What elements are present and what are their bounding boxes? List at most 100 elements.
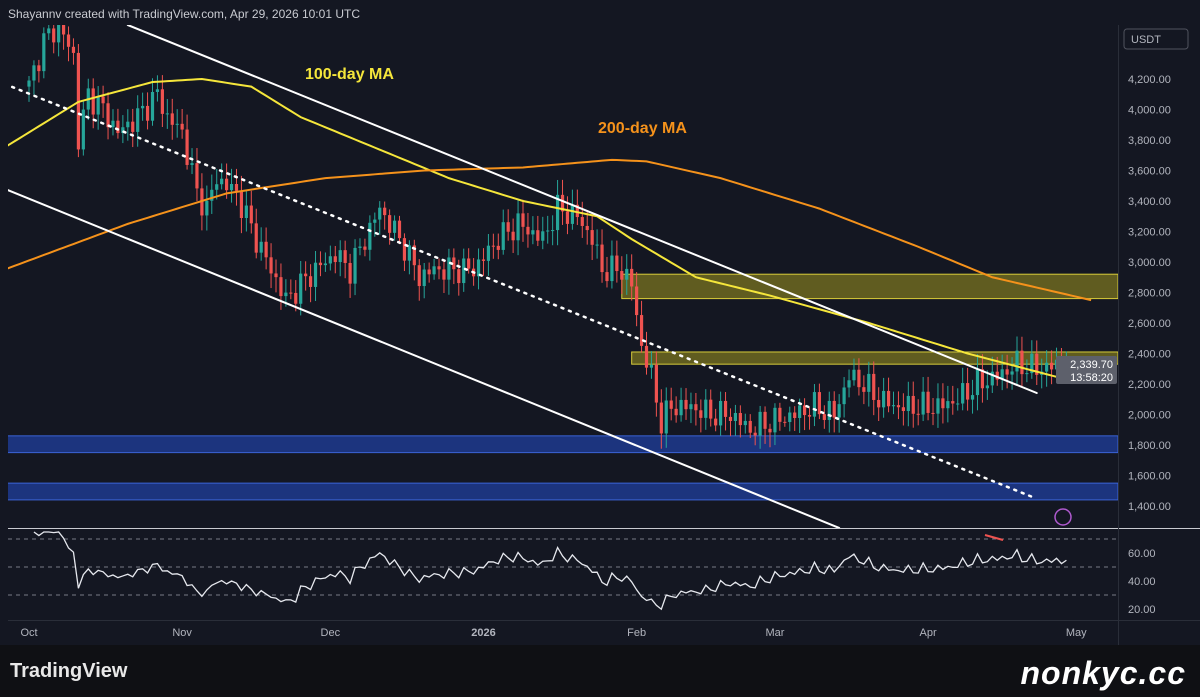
ma100-label: 100-day MA xyxy=(305,66,394,83)
candle-body xyxy=(980,369,985,389)
rsi-tick-label: 40.00 xyxy=(1128,576,1156,588)
price-tick-label: 3,600.00 xyxy=(1128,166,1171,178)
candle-body xyxy=(284,292,288,297)
candle-body xyxy=(397,220,402,239)
candle-body xyxy=(975,369,980,396)
candle-body xyxy=(798,405,802,418)
candle-body xyxy=(1000,369,1004,380)
candle-body xyxy=(185,129,189,165)
last-price: 2,339.70 xyxy=(1070,359,1113,371)
candle-body xyxy=(333,256,337,263)
candle-body xyxy=(279,277,283,297)
candle-body xyxy=(264,241,268,258)
candle-body xyxy=(837,404,841,418)
candle-body xyxy=(560,194,565,212)
price-tick-label: 2,400.00 xyxy=(1128,349,1171,361)
candle-body xyxy=(61,25,66,35)
candle-body xyxy=(71,46,76,53)
candle-body xyxy=(946,401,950,409)
candle-body xyxy=(294,292,298,304)
candle-body xyxy=(447,257,451,280)
candle-body xyxy=(521,213,525,227)
candle-body xyxy=(254,223,258,253)
candle-body xyxy=(1020,350,1024,375)
candle-body xyxy=(368,222,372,250)
price-pane: 100-day MA 200-day MA xyxy=(8,25,1118,528)
candle-body xyxy=(136,108,140,132)
candle-body xyxy=(812,392,817,417)
candle-body xyxy=(318,262,323,266)
candle-body xyxy=(205,200,209,216)
candle-body xyxy=(906,395,910,412)
candle-body xyxy=(768,428,772,433)
candle-body xyxy=(575,204,579,218)
candle-body xyxy=(215,184,219,190)
candle-body xyxy=(723,400,728,417)
candle-body xyxy=(783,421,787,423)
candle-body xyxy=(190,163,194,165)
candle-body xyxy=(595,244,599,246)
candle-body xyxy=(916,413,920,415)
candle-body xyxy=(635,286,639,316)
candle-body xyxy=(27,80,31,87)
rsi-tick-label: 60.00 xyxy=(1128,548,1156,560)
candle-body xyxy=(684,399,688,410)
candle-body xyxy=(541,231,545,241)
candle-body xyxy=(1049,362,1054,370)
channel-mid xyxy=(10,85,1037,500)
time-tick-label: Nov xyxy=(172,627,192,639)
candle-body xyxy=(625,268,629,280)
candle-body xyxy=(689,404,693,410)
candle-body xyxy=(995,371,999,380)
candle-body xyxy=(1015,350,1019,372)
candle-body xyxy=(985,385,989,389)
candle-body xyxy=(1005,369,1009,375)
candle-body xyxy=(728,416,733,421)
candle-body xyxy=(600,244,604,273)
channel-lower xyxy=(8,189,841,528)
candle-body xyxy=(882,390,886,408)
candle-body xyxy=(308,276,313,287)
candle-body xyxy=(111,120,115,128)
rsi-tick-label: 20.00 xyxy=(1128,604,1156,616)
candle-body xyxy=(867,373,871,392)
candle-body xyxy=(249,205,253,224)
candle-body xyxy=(467,258,471,269)
candle-body xyxy=(392,220,397,233)
candle-body xyxy=(966,383,970,400)
candle-body xyxy=(862,387,866,392)
time-tick-label: Mar xyxy=(765,627,784,639)
candle-body xyxy=(106,103,110,128)
candle-body xyxy=(570,204,574,224)
candle-body xyxy=(936,398,940,414)
candle-body xyxy=(378,207,382,220)
price-tick-label: 1,600.00 xyxy=(1128,471,1171,483)
candle-body xyxy=(674,408,678,416)
candle-body xyxy=(289,292,293,294)
candle-body xyxy=(565,211,570,224)
candle-body xyxy=(516,213,520,241)
candle-body xyxy=(763,411,767,429)
candle-body xyxy=(704,399,708,418)
candle-body xyxy=(274,273,278,278)
candle-body xyxy=(432,266,436,275)
candle-body xyxy=(373,219,377,223)
candle-body xyxy=(323,263,327,266)
attribution: Shayannv created with TradingView.com, A… xyxy=(8,7,360,21)
candle-body xyxy=(719,400,723,426)
candle-body xyxy=(363,246,367,250)
candle-body xyxy=(886,390,891,407)
candle-body xyxy=(47,28,51,34)
tradingview-logo[interactable]: TradingView xyxy=(10,660,128,682)
candle-body xyxy=(758,411,762,436)
candle-body xyxy=(714,418,718,426)
candle-body xyxy=(402,238,407,261)
candle-body xyxy=(649,364,654,368)
footer: TradingView nonkyc.cc xyxy=(0,645,1200,697)
candle-body xyxy=(150,91,155,121)
alert-icon xyxy=(1054,508,1072,526)
candle-body xyxy=(901,407,905,412)
candle-body xyxy=(807,415,812,417)
price-tick-label: 4,000.00 xyxy=(1128,105,1171,117)
